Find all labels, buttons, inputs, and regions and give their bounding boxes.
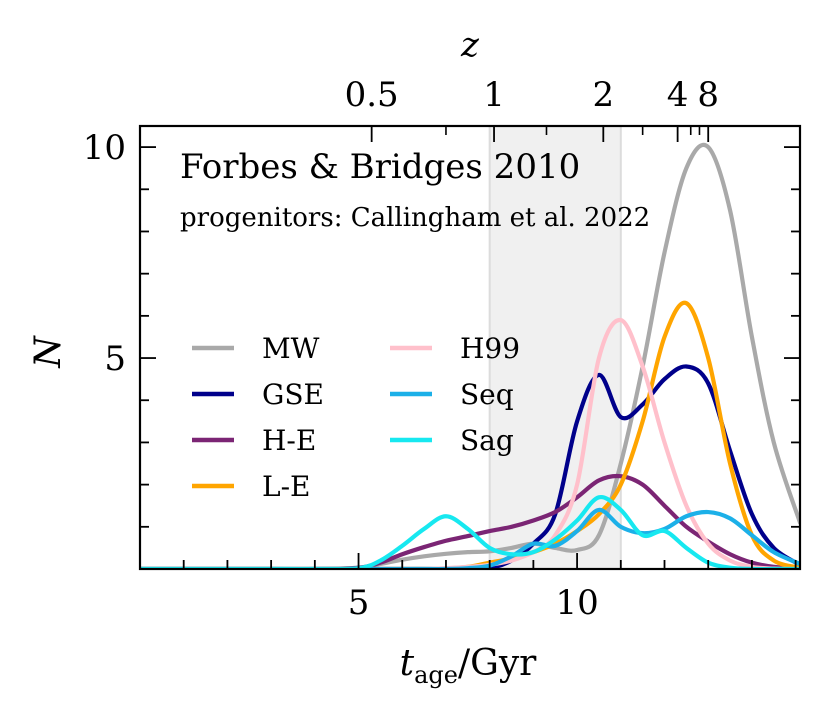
legend-label: H99 xyxy=(460,332,520,365)
top-tick-label: 8 xyxy=(697,75,719,115)
y-tick-label: 5 xyxy=(104,339,126,379)
legend: MW GSE H-E L-E H99 Seq Sag xyxy=(192,332,520,503)
legend-label: H-E xyxy=(262,424,316,457)
legend-label: Seq xyxy=(460,378,514,411)
legend-label: GSE xyxy=(262,378,324,411)
chart-title: Forbes & Bridges 2010 xyxy=(180,147,580,187)
x-axis-label-var: t xyxy=(400,643,415,684)
top-tick-label: 4 xyxy=(667,75,689,115)
legend-label: MW xyxy=(262,332,320,365)
top-tick-label: 0.5 xyxy=(345,75,399,115)
x-tick-label: 10 xyxy=(555,583,598,623)
legend-label: Sag xyxy=(460,424,514,457)
series-line-gse xyxy=(140,364,800,569)
series-line-seq xyxy=(140,507,800,569)
axes-frame xyxy=(138,124,802,571)
plot-area: 5 10 5 10 0.5 1 2 4 8 xyxy=(83,75,802,623)
chart-subtitle: progenitors: Callingham et al. 2022 xyxy=(180,203,650,233)
series-line-h-e xyxy=(140,473,800,569)
x-axis-label-sub: age xyxy=(414,661,458,689)
y-axis-label: N xyxy=(28,335,69,369)
x-axis-label: tage/Gyr xyxy=(400,643,538,689)
y-tick-label: 10 xyxy=(83,128,126,168)
top-axis-label: z xyxy=(460,25,480,65)
x-axis-label-unit: /Gyr xyxy=(458,643,537,684)
top-tick-label: 1 xyxy=(483,75,505,115)
legend-label: L-E xyxy=(262,470,311,503)
top-tick-label: 2 xyxy=(592,75,614,115)
x-tick-label: 5 xyxy=(348,583,370,623)
